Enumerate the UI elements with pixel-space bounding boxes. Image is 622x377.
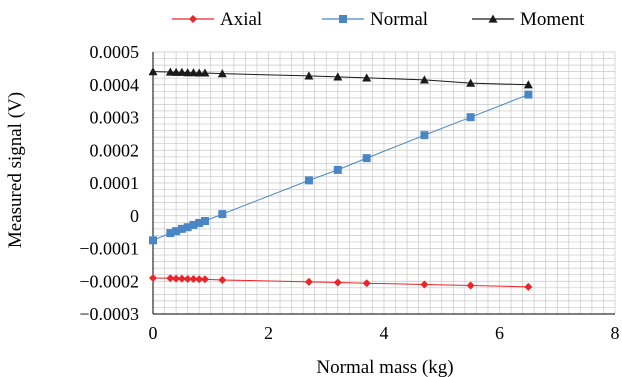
data-point-normal: [149, 236, 157, 245]
data-point-normal: [304, 176, 313, 185]
data-point-moment: [362, 73, 372, 82]
y-tick-label: 0.0004: [90, 75, 140, 95]
data-point-axial: [420, 280, 429, 289]
grid-layer: [152, 51, 616, 315]
data-point-normal: [466, 113, 475, 122]
axes-layer: [152, 52, 615, 315]
data-point-axial: [189, 274, 198, 283]
data-point-normal: [195, 218, 204, 227]
data-point-normal: [200, 216, 209, 225]
legend: Axial Normal Moment: [172, 9, 585, 30]
y-tick-label: 0.0002: [90, 140, 140, 160]
data-point-normal: [166, 229, 175, 238]
x-tick-label: 6: [495, 323, 504, 343]
data-point-axial: [362, 279, 371, 288]
legend-marker-moment: [488, 14, 498, 23]
data-point-moment: [304, 71, 314, 80]
data-point-moment: [177, 67, 187, 76]
data-point-axial: [166, 274, 175, 283]
legend-label-normal: Normal: [370, 9, 428, 30]
data-point-moment: [523, 80, 533, 89]
ticks-layer: 0 2 4 6 8 −0.0003 −0.0002 −0.0001 0 0.0001 0.0002 0…: [79, 42, 619, 343]
y-tick-label: −0.0001: [79, 239, 139, 259]
data-point-moment: [148, 67, 158, 76]
data-point-axial: [177, 274, 186, 283]
data-point-moment: [183, 68, 193, 77]
data-point-normal: [333, 165, 342, 174]
y-tick-label: 0.0005: [90, 42, 140, 62]
data-point-moment: [188, 68, 198, 77]
data-point-normal: [172, 227, 181, 236]
data-point-axial: [172, 274, 181, 283]
data-point-axial: [466, 281, 475, 290]
data-point-axial: [149, 273, 157, 282]
legend-label-moment: Moment: [520, 9, 585, 30]
series-axial: [149, 273, 533, 291]
series-moment: [148, 67, 533, 89]
legend-marker-axial: [189, 15, 197, 23]
data-point-moment: [165, 67, 175, 76]
data-point-normal: [524, 90, 533, 99]
data-point-normal: [189, 220, 198, 229]
series-layer: [148, 67, 533, 291]
data-point-moment: [217, 69, 227, 78]
data-point-normal: [183, 223, 192, 232]
data-point-axial: [524, 282, 533, 291]
data-point-axial: [304, 277, 313, 286]
y-tick-label: 0: [130, 206, 139, 226]
y-tick-label: 0.0003: [90, 108, 140, 128]
y-axis-title: Measured signal (V): [5, 92, 26, 248]
data-point-normal: [218, 210, 227, 219]
data-point-axial: [183, 274, 192, 283]
data-point-moment: [194, 68, 204, 77]
data-point-axial: [333, 278, 342, 287]
data-point-normal: [420, 131, 429, 140]
y-tick-label: 0.0001: [90, 173, 140, 193]
x-tick-label: 2: [264, 323, 273, 343]
x-tick-label: 8: [611, 323, 620, 343]
legend-item-axial: Axial: [172, 9, 262, 30]
data-point-axial: [195, 275, 204, 284]
x-axis-title: Normal mass (kg): [316, 357, 453, 377]
x-tick-label: 0: [149, 323, 158, 343]
data-point-axial: [218, 275, 227, 284]
legend-label-axial: Axial: [220, 9, 262, 30]
data-point-normal: [362, 154, 371, 163]
series-normal: [149, 90, 533, 245]
data-point-moment: [466, 78, 476, 87]
legend-item-moment: Moment: [472, 9, 585, 30]
y-tick-label: −0.0002: [79, 271, 139, 291]
data-point-moment: [419, 75, 429, 84]
y-tick-label: −0.0003: [79, 304, 139, 324]
x-tick-label: 4: [380, 323, 389, 343]
data-point-normal: [177, 224, 186, 233]
legend-marker-normal: [339, 15, 347, 23]
data-point-moment: [333, 72, 343, 81]
legend-item-normal: Normal: [322, 9, 428, 30]
data-point-moment: [200, 68, 210, 77]
data-point-moment: [171, 67, 181, 76]
data-point-axial: [200, 275, 209, 284]
